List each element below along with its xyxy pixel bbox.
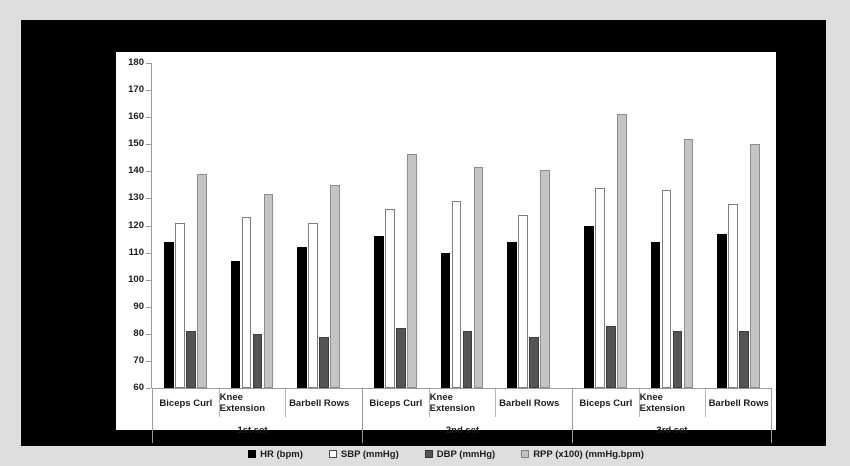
bar-hr — [164, 241, 174, 388]
bar-dbp — [252, 333, 263, 388]
y-axis-tick-label: 100 — [128, 273, 144, 285]
bar-hr — [507, 241, 517, 388]
bar-hr — [584, 225, 594, 388]
legend-item-dbp: DBP (mmHg) — [424, 448, 496, 460]
bar-dbp — [186, 331, 196, 388]
bar-rpp — [263, 194, 274, 388]
bar-hr — [440, 252, 451, 388]
bar-dbp — [529, 336, 539, 388]
bar-rpp — [197, 174, 207, 388]
bar-rpp — [683, 138, 694, 388]
y-axis-tick — [146, 198, 151, 200]
legend-item-rpp: RPP (x100) (mmHg.bpm) — [521, 449, 644, 460]
y-axis-tick — [146, 306, 151, 308]
legend-label: HR (bpm) — [260, 448, 303, 460]
y-axis-tick — [146, 252, 151, 254]
y-axis-tick — [146, 90, 151, 92]
y-axis-tick-label: 160 — [128, 111, 144, 123]
bar-sbp — [175, 222, 185, 388]
bar-hr — [650, 241, 661, 388]
bar-dbp — [672, 331, 683, 388]
legend-item-hr: HR (bpm) — [248, 449, 303, 460]
category-label: Knee Extension — [638, 389, 706, 417]
bar-rpp — [473, 167, 484, 388]
bar-rpp — [750, 144, 760, 388]
bar-sbp — [661, 190, 672, 388]
set-label: 1st set — [152, 417, 352, 443]
category-label-band: Biceps Curl Knee Extension Barbell Rows Bic… — [152, 389, 772, 417]
y-axis-tick — [146, 388, 151, 389]
bar-rpp — [330, 184, 340, 388]
chart-legend: HR (bpm) SBP (mmHg) DBP (mmHg) RPP (x100) (… — [116, 444, 776, 464]
bar-hr — [230, 260, 241, 388]
plot-area: 180 170 160 150 140 130 120 110 100 90 80 70 60 Bice… — [116, 52, 776, 443]
bar-rpp — [407, 153, 417, 388]
bar-dbp — [319, 336, 329, 388]
bar-dbp — [396, 328, 406, 388]
legend-label: RPP (x100) (mmHg.bpm) — [533, 448, 644, 460]
legend-swatch-icon — [248, 450, 257, 458]
y-axis-tick-label: 130 — [128, 192, 144, 204]
legend-item-sbp: SBP (mmHg) — [328, 448, 399, 460]
bar-sbp — [518, 214, 528, 388]
category-label: Barbell Rows — [705, 389, 772, 417]
x-axis-baseline — [152, 388, 772, 389]
bar-sbp — [241, 217, 252, 388]
legend-label: DBP (mmHg) — [436, 448, 496, 460]
category-label: Knee Extension — [428, 389, 496, 417]
y-axis-tick-label: 180 — [128, 57, 144, 68]
y-axis-tick — [146, 333, 151, 335]
y-axis-line — [151, 63, 152, 388]
bar-hr — [717, 233, 727, 388]
bars-layer — [152, 63, 772, 388]
y-axis-tick — [146, 144, 151, 146]
legend-swatch-icon — [424, 450, 433, 458]
bar-rpp — [540, 169, 550, 388]
set-label-band: 1st set 2nd set 3rd set — [152, 417, 772, 443]
y-axis-tick-label: 60 — [133, 382, 144, 393]
bar-dbp — [606, 325, 616, 388]
chart-frame: 180 170 160 150 140 130 120 110 100 90 80 70 60 Bice… — [21, 20, 826, 460]
y-axis-tick-label: 80 — [133, 327, 144, 339]
y-axis-tick — [146, 63, 151, 64]
y-axis-tick — [146, 117, 151, 119]
category-label: Knee Extension — [218, 389, 286, 417]
chart-card: 180 170 160 150 140 130 120 110 100 90 80 70 60 Bice… — [116, 52, 776, 460]
y-axis-tick-label: 140 — [128, 165, 144, 177]
category-label: Biceps Curl — [572, 389, 639, 417]
bar-rpp — [617, 114, 627, 388]
set-label: 3rd set — [572, 417, 772, 443]
y-axis-tick-label: 70 — [133, 354, 144, 366]
category-label: Biceps Curl — [152, 389, 219, 417]
bar-sbp — [595, 187, 605, 388]
bar-sbp — [308, 222, 318, 388]
y-axis-tick — [146, 171, 151, 173]
bar-hr — [297, 247, 307, 388]
set-label: 2nd set — [362, 417, 562, 443]
legend-swatch-icon — [328, 450, 337, 458]
y-axis-tick-label: 150 — [128, 138, 144, 150]
y-axis-tick-label: 120 — [128, 219, 144, 231]
bar-dbp — [739, 331, 749, 388]
y-axis-tick-label: 170 — [128, 84, 144, 96]
bar-hr — [374, 236, 384, 388]
category-label: Barbell Rows — [495, 389, 562, 417]
bar-sbp — [728, 203, 738, 388]
y-axis-tick — [146, 225, 151, 227]
legend-swatch-icon — [521, 450, 530, 458]
category-label: Biceps Curl — [362, 389, 429, 417]
y-axis-tick-label: 90 — [133, 300, 144, 312]
legend-label: SBP (mmHg) — [340, 448, 399, 460]
category-label: Barbell Rows — [285, 389, 352, 417]
bar-dbp — [462, 331, 473, 388]
bar-sbp — [385, 209, 395, 388]
bar-sbp — [451, 201, 462, 388]
y-axis-tick — [146, 360, 151, 362]
y-axis-tick-label: 110 — [128, 246, 144, 258]
y-axis-tick — [146, 279, 151, 281]
